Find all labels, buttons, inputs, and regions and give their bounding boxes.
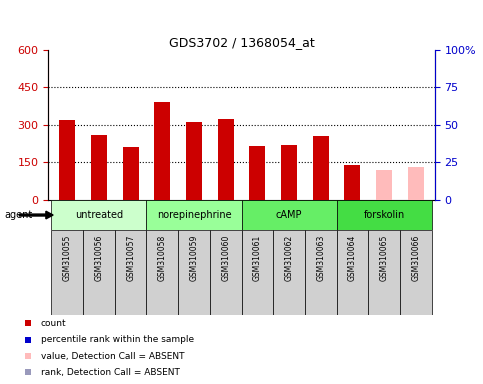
Bar	[91, 135, 107, 200]
Bar	[376, 170, 392, 200]
Text: untreated: untreated	[75, 210, 123, 220]
Bar	[408, 167, 424, 200]
Bar	[313, 136, 328, 200]
Text: value, Detection Call = ABSENT: value, Detection Call = ABSENT	[41, 351, 184, 361]
Bar	[210, 230, 242, 315]
Text: GSM310066: GSM310066	[411, 235, 420, 281]
Bar	[368, 230, 400, 315]
Text: agent: agent	[5, 210, 33, 220]
Bar	[155, 103, 170, 200]
Bar	[52, 230, 83, 315]
Bar	[337, 230, 368, 315]
Bar	[178, 230, 210, 315]
Bar	[344, 165, 360, 200]
Bar	[123, 147, 139, 200]
Text: count: count	[41, 319, 66, 328]
Text: GSM310065: GSM310065	[380, 235, 388, 281]
Bar	[146, 200, 242, 230]
Bar	[242, 200, 337, 230]
Bar	[52, 200, 146, 230]
Bar	[115, 230, 146, 315]
Bar	[83, 230, 115, 315]
Bar	[305, 230, 337, 315]
Text: GSM310060: GSM310060	[221, 235, 230, 281]
Text: GSM310062: GSM310062	[284, 235, 294, 281]
Bar	[186, 122, 202, 200]
Text: GSM310058: GSM310058	[158, 235, 167, 281]
Bar	[59, 120, 75, 200]
Title: GDS3702 / 1368054_at: GDS3702 / 1368054_at	[169, 36, 314, 49]
Text: cAMP: cAMP	[276, 210, 302, 220]
Text: percentile rank within the sample: percentile rank within the sample	[41, 335, 194, 344]
Bar	[400, 230, 431, 315]
Text: GSM310056: GSM310056	[95, 235, 103, 281]
Bar	[146, 230, 178, 315]
Bar	[218, 119, 234, 200]
Text: GSM310057: GSM310057	[126, 235, 135, 281]
Text: GSM310064: GSM310064	[348, 235, 357, 281]
Text: GSM310055: GSM310055	[63, 235, 72, 281]
Text: rank, Detection Call = ABSENT: rank, Detection Call = ABSENT	[41, 368, 180, 377]
Text: norepinephrine: norepinephrine	[156, 210, 231, 220]
Text: forskolin: forskolin	[363, 210, 405, 220]
Bar	[249, 146, 265, 200]
Text: GSM310063: GSM310063	[316, 235, 325, 281]
Text: GSM310061: GSM310061	[253, 235, 262, 281]
Text: GSM310059: GSM310059	[189, 235, 199, 281]
Bar	[273, 230, 305, 315]
Bar	[281, 145, 297, 200]
Bar	[337, 200, 431, 230]
Bar	[242, 230, 273, 315]
